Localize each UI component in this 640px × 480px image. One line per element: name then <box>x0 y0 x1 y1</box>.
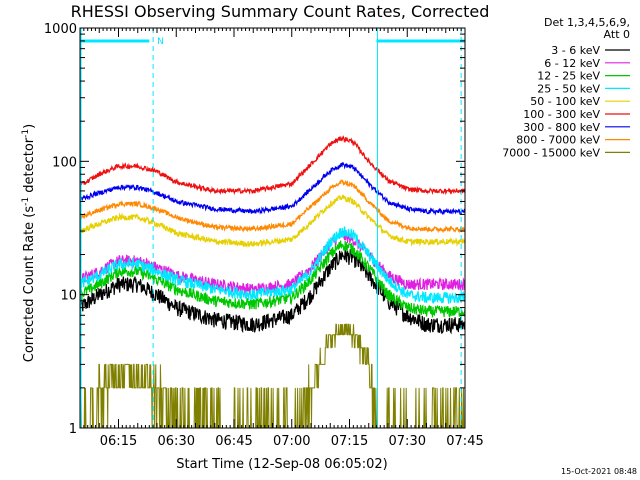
series-line-4 <box>79 226 466 304</box>
x-tick-label: 07:15 <box>331 434 368 449</box>
axes: 1 10 100 1000 06:15 06:30 06:45 07:00 07:15 07:30… <box>44 22 484 449</box>
chart-title: RHESSI Observing Summary Count Rates, Co… <box>71 2 490 21</box>
y-axis-label-end: ) <box>22 124 37 129</box>
legend-header-line-2: Att 0 <box>604 28 630 41</box>
x-tick-label: 07:00 <box>273 434 310 449</box>
plot-area: N <box>79 28 466 429</box>
timestamp: 15-Oct-2021 08:48 <box>561 467 637 476</box>
y-tick-label: 1000 <box>44 22 77 37</box>
legend-label-8: 800 - 7000 keV <box>516 134 600 147</box>
legend-label-9: 7000 - 15000 keV <box>502 146 600 159</box>
y-axis-label-sup2: -1 <box>21 129 31 138</box>
x-tick-label: 06:45 <box>215 434 252 449</box>
y-tick-label: 10 <box>60 289 77 304</box>
x-tick-label: 06:30 <box>158 434 195 449</box>
series-line-7 <box>79 161 465 216</box>
y-tick-label: 100 <box>52 155 77 170</box>
legend-label-5: 50 - 100 keV <box>530 95 600 108</box>
series-line-5 <box>79 194 466 248</box>
x-tick-label: 07:30 <box>389 434 426 449</box>
series-line-8 <box>79 179 466 234</box>
legend-label-6: 100 - 300 keV <box>523 108 600 121</box>
legend-label-1: 3 - 6 keV <box>551 44 600 57</box>
y-axis-label: Corrected Count Rate (s-1 detector-1) <box>21 124 37 362</box>
legend-header-line-1: Det 1,3,4,5,6,9, <box>544 16 630 29</box>
y-axis-label-sup1: -1 <box>21 197 31 206</box>
legend-label-7: 300 - 800 keV <box>523 121 600 134</box>
x-tick-label: 07:45 <box>446 434 483 449</box>
flag-marker: N <box>157 37 164 47</box>
series-line-6 <box>79 135 466 196</box>
x-tick-label: 06:15 <box>100 434 137 449</box>
svg-text:Corrected Count Rate (s-1 dete: Corrected Count Rate (s-1 detector-1) <box>21 124 37 362</box>
y-axis-label-main: Corrected Count Rate (s <box>22 206 37 363</box>
x-axis-label: Start Time (12-Sep-08 06:05:02) <box>176 457 387 472</box>
legend-label-2: 6 - 12 keV <box>544 57 600 70</box>
series-line-1 <box>79 248 466 335</box>
y-axis-label-mid: detector <box>22 137 37 197</box>
y-tick-label: 1 <box>69 422 77 437</box>
legend-label-3: 12 - 25 keV <box>537 70 600 83</box>
legend-label-4: 25 - 50 keV <box>537 82 600 95</box>
